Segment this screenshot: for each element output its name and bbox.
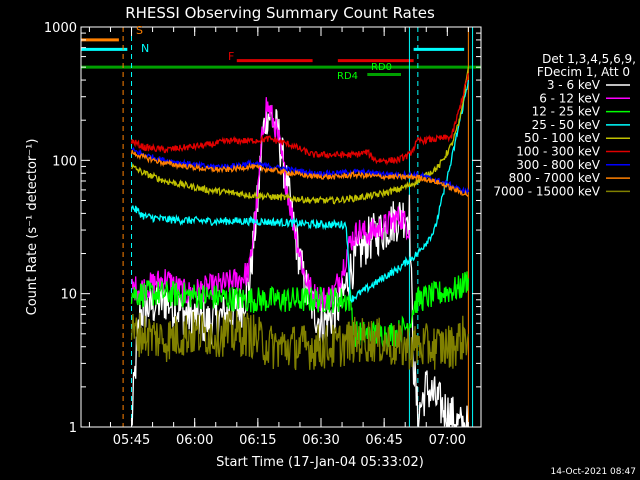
flag-label-s: S — [136, 24, 143, 37]
legend-header-fdecim: FDecim 1, Att 0 — [537, 65, 630, 79]
y-tick-label-1: 10 — [60, 288, 77, 303]
series-3-6-kev — [130, 99, 469, 427]
legend-label-6: 300 - 800 keV — [516, 158, 600, 172]
legend-header-detectors: Det 1,3,4,5,6,9, — [542, 52, 636, 66]
y-tick-label-2: 100 — [52, 154, 77, 169]
flag-bars — [81, 38, 481, 77]
series-7000-15000-kev — [130, 310, 470, 371]
series-6-12-kev — [131, 97, 411, 312]
y-tick-label-0: 1 — [69, 421, 77, 436]
series-25-50-kev — [130, 80, 470, 303]
legend-label-1: 6 - 12 keV — [539, 91, 601, 105]
x-axis-label: Start Time (17-Jan-04 05:33:02) — [216, 455, 424, 470]
chart-title: RHESSI Observing Summary Count Rates — [125, 4, 435, 22]
legend-label-5: 100 - 300 keV — [516, 145, 600, 159]
x-tick-label-4: 06:45 — [365, 433, 402, 448]
legend-label-7: 800 - 7000 keV — [509, 171, 601, 185]
series-12-25-kev — [130, 271, 470, 348]
x-tick-label-0: 05:45 — [113, 433, 150, 448]
flag-label-rd4: RD4 — [337, 71, 358, 82]
x-tick-label-1: 06:00 — [176, 433, 213, 448]
series-100-300-kev — [130, 72, 470, 166]
flag-label-f: F — [228, 50, 234, 63]
legend-label-3: 25 - 50 keV — [532, 118, 601, 132]
legend-label-2: 12 - 25 keV — [532, 105, 601, 119]
series-800-7000-kev — [130, 150, 469, 198]
x-tick-label-5: 07:00 — [429, 433, 466, 448]
series-50-100-kev — [131, 66, 470, 205]
plot-frame — [80, 26, 482, 428]
y-axis-label: Count Rate (s⁻¹ detector⁻¹) — [25, 139, 40, 316]
legend-label-4: 50 - 100 keV — [524, 131, 601, 145]
y-axis-ticks: 1 10 100 1000 — [44, 21, 481, 436]
x-tick-label-2: 06:15 — [239, 433, 276, 448]
x-tick-label-3: 06:30 — [302, 433, 339, 448]
x-axis-ticks: 05:45 06:00 06:15 06:30 06:45 07:00 — [88, 27, 469, 448]
footer-timestamp: 14-Oct-2021 08:47 — [551, 467, 636, 477]
flag-label-rd0: RD0 — [371, 62, 392, 73]
flag-label-n: N — [141, 42, 149, 55]
legend-label-0: 3 - 6 keV — [547, 78, 601, 92]
y-tick-label-3: 1000 — [44, 21, 77, 36]
legend-label-8: 7000 - 15000 keV — [493, 184, 600, 198]
series-lines — [130, 66, 470, 427]
